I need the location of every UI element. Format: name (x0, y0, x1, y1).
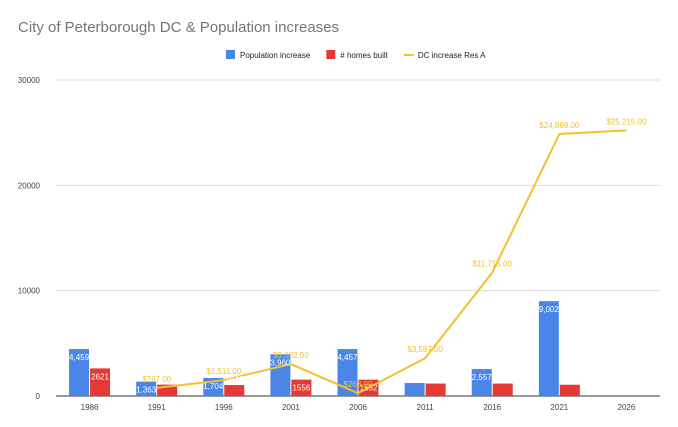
x-tick-label: 2021 (550, 403, 568, 412)
bar (471, 369, 492, 396)
x-tick-label: 2026 (618, 403, 636, 412)
line-data-label: $11,715.00 (472, 260, 512, 269)
gridlines (56, 79, 660, 397)
bar-data-label: 1041 (225, 375, 243, 384)
bar (337, 349, 358, 396)
line-data-label: $25,215.00 (606, 117, 647, 126)
y-tick-label: 10000 (18, 287, 41, 296)
x-tick-label: 2001 (282, 403, 300, 412)
bar-data-label: 1181 (427, 374, 445, 383)
y-tick-label: 30000 (18, 76, 41, 85)
bar-data-label: 1,704 (203, 382, 224, 391)
y-tick-label: 20000 (18, 181, 41, 190)
x-tick-label: 1996 (215, 403, 233, 412)
line-data-label: $263.00 (344, 380, 373, 389)
legend-swatch (226, 50, 235, 59)
line-data-label: $3,587.00 (407, 345, 443, 354)
x-tick-label: 2006 (349, 403, 367, 412)
chart-title: City of Peterborough DC & Population inc… (18, 19, 339, 36)
bar (69, 349, 90, 396)
x-tick-label: 1991 (148, 403, 166, 412)
bar-data-label: 4,457 (337, 353, 358, 362)
bar-data-label: 2,557 (472, 373, 493, 382)
bar (291, 379, 312, 396)
y-tick-label: 0 (36, 392, 41, 401)
data-labels: 4,459 1,363 1,704 3,960 4,457 1,231 2,557 9,002… (69, 117, 647, 394)
bar (425, 383, 446, 396)
bar-data-label: 1178 (494, 374, 512, 383)
x-axis-ticks: 1986 1991 1996 2001 2006 2011 2016 2021 2026 (81, 403, 636, 412)
bar-data-label: 1,363 (136, 386, 157, 395)
dc-line (156, 129, 627, 395)
legend: Population increase # homes built DC incre… (226, 50, 486, 60)
bar-data-label: 1552 (360, 384, 378, 393)
bar-data-label: 1,231 (405, 373, 426, 382)
bar (538, 301, 559, 396)
legend-swatch (326, 50, 336, 59)
x-tick-label: 2016 (483, 403, 501, 412)
bar (224, 385, 245, 396)
line-data-label: $1,511.00 (206, 367, 242, 376)
legend-label: # homes built (340, 51, 388, 60)
bar (90, 368, 111, 396)
bar (559, 384, 580, 396)
x-tick-label: 2011 (417, 403, 435, 412)
line-data-label: $24,869.00 (539, 121, 580, 130)
series-line (156, 129, 627, 395)
bar (136, 381, 157, 396)
bar (492, 383, 513, 396)
bars (69, 301, 580, 396)
bar (157, 384, 178, 396)
legend-label: DC increase Res A (418, 51, 486, 60)
bar-data-label: 3,960 (270, 358, 291, 367)
x-tick-label: 1986 (81, 403, 99, 412)
bar-data-label: 4,459 (69, 353, 90, 362)
bar-data-label: 1556 (292, 384, 310, 393)
y-axis-ticks: 0 10000 20000 30000 (18, 76, 41, 401)
bar-data-label: 1070 (561, 375, 579, 384)
line-data-label: $767.00 (142, 375, 171, 384)
legend-label: Population increase (240, 51, 311, 60)
bar-data-label: 2621 (91, 372, 109, 381)
line-data-label: $3,032.00 (273, 351, 309, 360)
bar-data-label: 9,002 (539, 305, 560, 314)
bar (404, 383, 425, 396)
bar-data-label: 1078 (158, 375, 176, 384)
